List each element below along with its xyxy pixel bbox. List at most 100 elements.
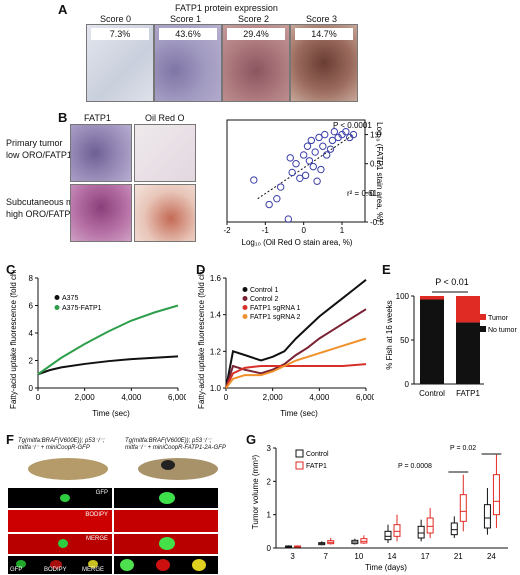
g-p-annotation-1: P = 0.0008 [398,463,432,470]
g-category-label: 17 [421,552,430,561]
f-bodipy-label: BODIPY [85,512,108,518]
g-box [393,524,401,537]
b-fit-line [257,134,354,200]
b-data-point [326,145,335,153]
c-xtick-label: 6,000 [168,393,186,402]
g-category-label: 24 [487,552,496,561]
c-xtick-label: 0 [36,393,41,402]
b-ytick-label: 0.5 [370,160,382,169]
b-data-point [276,183,285,191]
g-box [450,522,458,536]
g-box [384,530,392,541]
e-category-label: Control [419,389,445,398]
d-series-line [225,363,367,389]
g-ytick-label: 3 [267,444,272,453]
f-gfp-control-image: GFP [8,488,112,508]
e-bar-segment [420,296,444,300]
b-fatp1-primary-image [70,124,132,182]
g-p-annotation-2: P = 0.02 [450,445,476,452]
b-data-point [250,176,258,184]
b-data-point [284,215,293,223]
panel-label-f: F [6,432,14,447]
e-bar-segment [456,322,480,384]
d-legend-marker [242,287,248,292]
b-data-point [288,168,296,177]
score-3-label: Score 3 [306,14,338,24]
b-ylabel: Log₁₀ (FATP1 stain area, %) [375,122,384,222]
e-bar-segment [420,299,444,384]
b-data-point [349,130,358,139]
c-xtick-label: 2,000 [75,393,96,402]
row2-label-b: high ORO/FATP1 [6,209,76,219]
g-legend-fatp1: FATP1 [306,463,327,470]
g-box [492,474,500,516]
f-genotype1-line2: mitfa⁻/⁻ + miniCoopR-GFP [18,445,90,451]
b-data-point [319,142,327,150]
f-zoom-merge-label: MERGE [82,567,105,573]
panel-label-b: B [58,110,68,125]
panel-label-e: E [382,262,391,277]
panel-d-line-chart: 0 2,000 4,000 6,000 1.0 1.2 1.4 1.6 Fatty-acid … [197,270,374,418]
c-ytick-label: 4 [29,329,34,338]
fish-fatp1-tumor [161,460,175,470]
f-zoom-bodipy-label: BODIPY [44,567,67,573]
f-genotype2-line1: Tg(mitfa:BRAF(V600E)); p53⁻/⁻; [125,438,212,444]
score-1-label: Score 1 [170,14,202,24]
b-oro-met-image [134,184,196,242]
d-xlabel: Time (sec) [280,409,318,418]
e-ytick-label: 100 [396,292,410,301]
f-bodipy-control-image: BODIPY [8,510,112,532]
g-box [417,525,425,539]
c-xtick-label: 4,000 [121,393,142,402]
f-gfp-fatp1-image [114,488,218,508]
e-legend-swatch-no-tumor [480,326,486,332]
b-ytick-label: -0.5 [370,218,384,227]
b-data-point [301,171,310,180]
g-category-label: 7 [323,552,328,561]
b-data-point [292,160,300,168]
g-legend-control: Control [306,451,329,458]
c-ytick-label: 8 [29,274,34,283]
c-ytick-label: 0 [29,384,34,393]
d-series-line [225,279,367,389]
b-xtick-label: -1 [262,226,270,235]
score-2-label: Score 2 [238,14,270,24]
b-data-point [322,151,331,159]
g-xlabel: Time (days) [365,563,407,572]
d-legend-sgrna2: FATP1 sgRNA 2 [250,314,301,321]
b-r2-annotation: r² = 0.61 [347,189,378,198]
score-0-label: Score 0 [100,14,132,24]
d-xtick-label: 0 [224,393,229,402]
b-data-point [296,174,304,182]
d-xtick-label: 4,000 [309,393,330,402]
b-plot-frame [226,119,366,223]
g-legend-swatch-fatp1 [295,461,304,470]
f-genotype1-line1: Tg(mitfa:BRAF(V600E)); p53⁻/⁻; [18,438,105,444]
panel-label-a: A [58,2,68,17]
f-zoom-control-image: GFP BODIPY MERGE [8,556,112,574]
f-genotype2-line2: mitfa⁻/⁻ + miniCoopR-FATP1-2A-GFP [125,445,226,451]
b-data-point [273,194,281,203]
panel-e-bar-chart: 0 50 100 Control FATP1 % Fish at 16 weeks P … [385,277,517,398]
g-ylabel: Tumor volume (mm³) [251,454,260,529]
b-data-point [311,148,319,156]
b-ytick-label: 0 [370,189,375,198]
f-merge-label: MERGE [85,536,108,542]
f-fish-photos [28,458,218,480]
b-data-point [321,130,329,139]
fish-control-photo [28,458,108,480]
ihc-score-3-image: 14.7% [290,24,358,102]
d-series-line [225,337,367,389]
c-legend-a375-fatp1: A375-FATP1 [62,305,102,312]
score-1-percent: 43.6% [159,28,217,40]
d-xtick-label: 6,000 [356,393,374,402]
b-data-point [317,165,325,174]
panel-c-line-chart: 0 2,000 4,000 6,000 0 2 4 6 8 Fatty-acid uptake … [9,270,186,418]
b-data-point [305,157,314,165]
d-ytick-label: 1.6 [210,274,222,283]
b-xtick-label: 0 [301,226,306,235]
panel-label-c: C [6,262,16,277]
c-ytick-label: 2 [29,357,34,366]
c-legend-a375: A375 [62,295,78,302]
d-ytick-label: 1.2 [210,347,222,356]
